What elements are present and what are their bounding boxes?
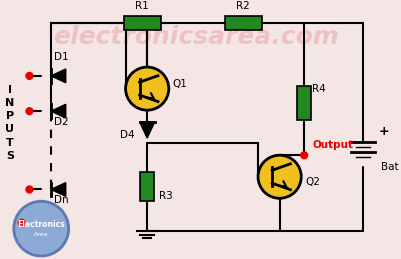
Text: Electronics: Electronics	[17, 220, 65, 229]
Text: electronicsarea.com: electronicsarea.com	[53, 25, 339, 49]
Text: +: +	[379, 125, 389, 138]
Circle shape	[14, 201, 69, 256]
Bar	[297, 86, 311, 120]
Text: R2: R2	[237, 1, 250, 11]
Circle shape	[301, 152, 308, 159]
Text: D4: D4	[120, 130, 134, 140]
Text: D2: D2	[53, 117, 68, 127]
Polygon shape	[51, 104, 66, 118]
Text: Bat: Bat	[381, 162, 398, 172]
Polygon shape	[140, 122, 155, 138]
Text: Area: Area	[34, 232, 49, 237]
Text: Output: Output	[312, 140, 353, 150]
Polygon shape	[51, 69, 66, 83]
Circle shape	[18, 219, 25, 226]
Bar	[225, 16, 262, 30]
Text: Q1: Q1	[173, 79, 188, 89]
Text: R4: R4	[312, 84, 326, 93]
Text: D1: D1	[53, 52, 68, 62]
Circle shape	[26, 73, 33, 79]
Text: I
N
P
U
T
S: I N P U T S	[5, 85, 14, 161]
Circle shape	[26, 108, 33, 114]
Circle shape	[258, 155, 301, 198]
Bar	[124, 16, 161, 30]
Circle shape	[26, 186, 33, 193]
Circle shape	[126, 67, 169, 110]
Text: Q2: Q2	[305, 177, 320, 187]
Text: R3: R3	[159, 191, 173, 201]
Text: Dn: Dn	[53, 195, 68, 205]
Bar	[140, 172, 154, 201]
Text: R1: R1	[136, 1, 149, 11]
Polygon shape	[51, 183, 66, 196]
